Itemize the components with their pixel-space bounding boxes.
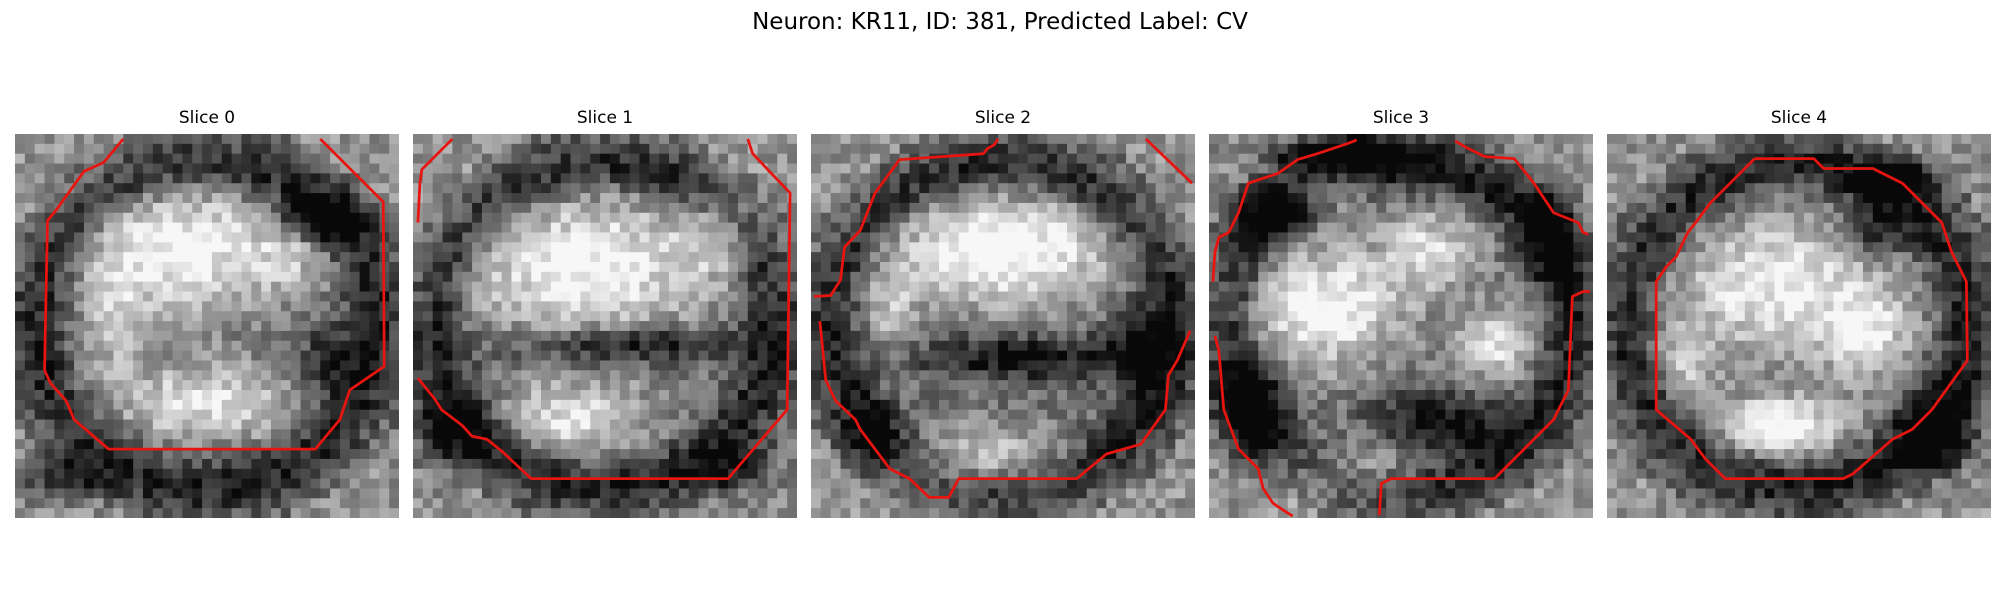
slice-image [811, 134, 1195, 518]
slice-panel-0: Slice 0 [15, 108, 399, 518]
slice-image [1607, 134, 1991, 518]
slice-title: Slice 4 [1607, 108, 1991, 128]
slice-panel-4: Slice 4 [1607, 108, 1991, 518]
slice-image [15, 134, 399, 518]
slice-title: Slice 2 [811, 108, 1195, 128]
slice-title: Slice 0 [15, 108, 399, 128]
slice-title: Slice 1 [413, 108, 797, 128]
slice-panel-1: Slice 1 [413, 108, 797, 518]
slice-panel-2: Slice 2 [811, 108, 1195, 518]
slice-title: Slice 3 [1209, 108, 1593, 128]
slice-panel-3: Slice 3 [1209, 108, 1593, 518]
figure-title: Neuron: KR11, ID: 381, Predicted Label: … [0, 8, 2000, 36]
slice-image [413, 134, 797, 518]
slice-image [1209, 134, 1593, 518]
